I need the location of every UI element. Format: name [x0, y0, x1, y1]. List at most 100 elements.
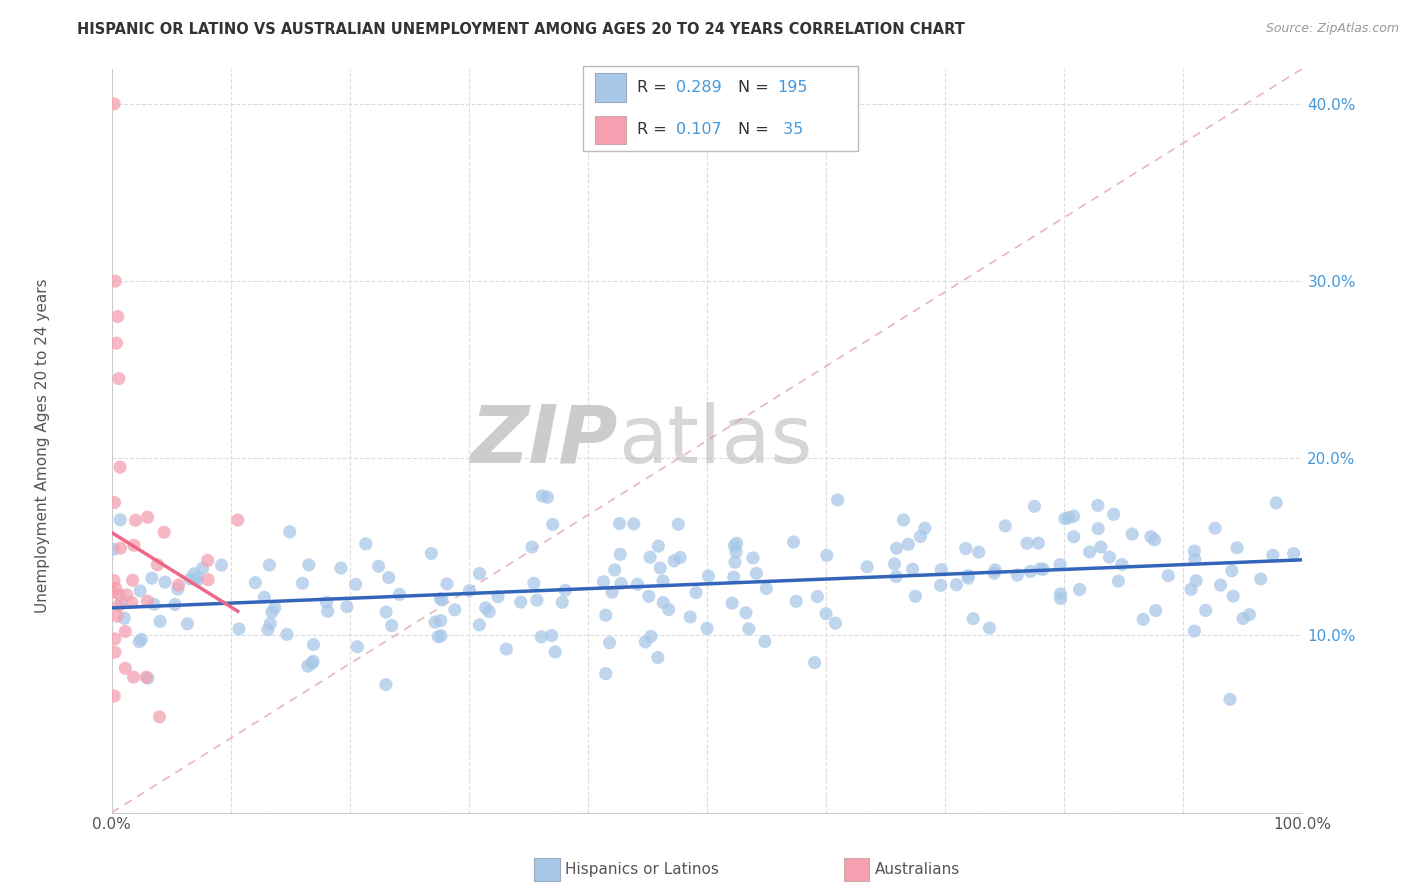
Point	[1204, 521, 1226, 535]
Point	[122, 670, 145, 684]
Point	[541, 517, 564, 532]
Point	[122, 538, 145, 552]
Point	[344, 577, 367, 591]
Point	[669, 550, 692, 565]
Point	[478, 605, 501, 619]
Point	[124, 513, 146, 527]
Point	[1015, 536, 1038, 550]
Point	[176, 616, 198, 631]
Point	[638, 550, 661, 565]
Point	[637, 590, 659, 604]
Point	[153, 575, 176, 590]
Point	[1157, 568, 1180, 582]
Point	[1144, 603, 1167, 617]
Point	[967, 545, 990, 559]
Point	[1140, 530, 1163, 544]
Point	[136, 671, 159, 685]
Point	[1195, 603, 1218, 617]
Point	[1220, 564, 1243, 578]
Point	[136, 594, 159, 608]
Point	[1090, 540, 1112, 554]
Point	[886, 541, 908, 556]
Point	[1063, 509, 1085, 524]
Point	[329, 561, 352, 575]
Point	[378, 570, 401, 584]
Point	[367, 559, 389, 574]
Point	[1057, 510, 1080, 524]
Point	[1185, 574, 1208, 588]
Point	[336, 599, 359, 614]
Point	[316, 604, 339, 618]
Point	[101, 585, 124, 599]
Point	[105, 336, 128, 351]
Point	[191, 561, 214, 575]
Point	[420, 546, 443, 560]
Point	[197, 573, 219, 587]
Point	[1180, 582, 1202, 597]
Text: Source: ZipAtlas.com: Source: ZipAtlas.com	[1265, 22, 1399, 36]
Point	[259, 558, 281, 572]
Point	[785, 594, 807, 608]
Point	[914, 521, 936, 535]
Point	[1107, 574, 1129, 588]
Point	[755, 582, 778, 596]
Point	[108, 371, 131, 385]
Point	[346, 640, 368, 654]
Point	[856, 559, 879, 574]
Point	[827, 492, 849, 507]
Point	[430, 629, 453, 643]
Point	[429, 591, 451, 606]
Point	[197, 553, 219, 567]
Point	[186, 574, 208, 588]
Text: HISPANIC OR LATINO VS AUSTRALIAN UNEMPLOYMENT AMONG AGES 20 TO 24 YEARS CORRELAT: HISPANIC OR LATINO VS AUSTRALIAN UNEMPLO…	[77, 22, 965, 37]
Point	[143, 598, 166, 612]
Point	[526, 593, 548, 607]
Point	[108, 588, 131, 602]
Point	[253, 591, 276, 605]
Point	[652, 596, 675, 610]
Point	[1143, 533, 1166, 547]
Point	[1222, 589, 1244, 603]
Text: R =: R =	[637, 80, 672, 95]
Point	[530, 630, 553, 644]
Point	[256, 623, 278, 637]
Point	[1121, 527, 1143, 541]
Point	[883, 557, 905, 571]
Point	[1029, 562, 1052, 576]
Point	[211, 558, 233, 573]
Point	[103, 542, 125, 557]
Point	[1265, 496, 1288, 510]
Point	[115, 588, 138, 602]
Point	[245, 575, 267, 590]
Point	[163, 598, 186, 612]
Point	[186, 571, 208, 585]
Point	[523, 576, 546, 591]
Point	[114, 624, 136, 639]
Text: 35: 35	[778, 122, 803, 137]
Point	[721, 596, 744, 610]
Point	[662, 554, 685, 568]
Text: 0.107: 0.107	[676, 122, 723, 137]
Point	[381, 618, 404, 632]
Point	[1182, 624, 1205, 638]
Point	[468, 566, 491, 581]
Point	[738, 622, 761, 636]
Point	[436, 577, 458, 591]
Point	[427, 630, 450, 644]
Text: R =: R =	[637, 122, 672, 137]
Point	[531, 489, 554, 503]
Point	[1069, 582, 1091, 597]
Point	[388, 587, 411, 601]
Text: N =: N =	[738, 80, 775, 95]
Point	[595, 608, 617, 623]
Point	[745, 566, 768, 581]
Point	[1226, 541, 1249, 555]
Point	[723, 539, 745, 553]
Point	[929, 578, 952, 592]
Point	[136, 510, 159, 524]
Point	[374, 677, 396, 691]
Point	[146, 558, 169, 572]
Point	[782, 535, 804, 549]
Point	[153, 525, 176, 540]
Point	[298, 558, 321, 572]
